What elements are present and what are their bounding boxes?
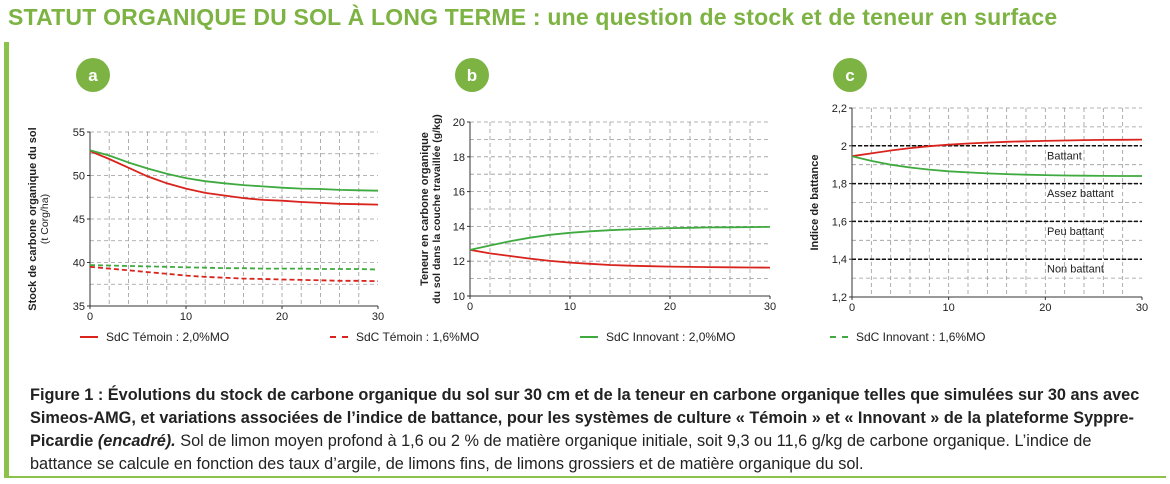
legend-item: SdC Innovant : 1,6%MO (830, 330, 985, 344)
series-line-a-0 (89, 150, 379, 206)
y-tick-label-c: 1,8 (832, 179, 847, 191)
x-tick-label-b: 20 (664, 301, 676, 313)
legend-item: SdC Témoin : 2,0%MO (80, 330, 229, 344)
y-tick-label-c: 1,4 (832, 254, 847, 266)
chart-a: a 35 40 45 50 55 0 10 20 30 Stock de carbone organ… (27, 58, 384, 323)
x-tick-label-b: 10 (564, 301, 576, 313)
caption-normal: Sol de limon moyen profond à 1,6 ou 2 % … (30, 432, 1092, 474)
legend-swatch (330, 336, 348, 338)
frame-bottom-rule (4, 476, 1166, 478)
badge-c-circle (833, 58, 867, 92)
legend-swatch (830, 336, 848, 338)
y-tick-label-c: 1,2 (832, 292, 847, 304)
y-tick-label-b: 12 (453, 256, 465, 268)
series-line-b-1 (469, 226, 771, 251)
series-line-c-1 (851, 155, 1142, 177)
frame-left-bar (4, 42, 9, 478)
legend-label: SdC Témoin : 2,0%MO (106, 330, 230, 344)
series-line-a-3 (89, 264, 379, 271)
x-tick-label-a: 10 (180, 311, 192, 323)
page-title: STATUT ORGANIQUE DU SOL À LONG TERME : u… (8, 4, 1058, 30)
y-tick-label-b: 10 (453, 291, 465, 303)
y-tick-label-c: 2 (841, 141, 847, 153)
zone-label: Non battant (1047, 264, 1104, 276)
badge-a-label: a (88, 66, 98, 85)
x-tick-label-c: 20 (1039, 302, 1051, 314)
x-tick-label-a: 20 (276, 311, 288, 323)
zone-label: Assez battant (1047, 188, 1114, 200)
y-tick-label-a: 40 (73, 258, 85, 270)
y-tick-label-a: 35 (73, 301, 85, 313)
legend-item: SdC Témoin : 1,6%MO (330, 330, 479, 344)
x-tick-label-a: 0 (87, 311, 93, 323)
y-tick-label-a: 45 (73, 214, 85, 226)
x-tick-label-c: 0 (849, 302, 855, 314)
figure-caption: Figure 1 : Évolutions du stock de carbon… (30, 384, 1150, 476)
y-axis-label-a: Stock de carbone organique du sol (27, 127, 39, 310)
legend-swatch (80, 336, 98, 338)
badge-b-circle (455, 58, 489, 92)
y-tick-label-b: 16 (453, 187, 465, 199)
legend-label: SdC Innovant : 1,6%MO (856, 330, 986, 344)
series-line-a-1 (89, 265, 379, 283)
zone-label: Peu battant (1047, 226, 1103, 238)
y-axis-label-a: (t Corg/ha) (39, 194, 51, 244)
zone-label: Battant (1047, 150, 1082, 162)
caption-bold: Figure 1 : Évolutions du stock de carbon… (30, 386, 1140, 451)
chart-c: c 1,2 1,4 1,6 1,8 2 2,2 0 10 20 30 Indice de battan… (809, 58, 1148, 314)
y-tick-label-a: 55 (73, 127, 85, 139)
y-tick-label-c: 2,2 (832, 103, 847, 115)
chart-legend: SdC Témoin : 2,0%MO SdC Témoin : 1,6%MO Sd… (80, 330, 1140, 354)
badge-a-circle (76, 58, 110, 92)
y-axis-label-b: du sol dans la couche travaillée (g/kg) (431, 114, 443, 304)
y-axis-label-c: Indice de battance (809, 155, 821, 251)
y-tick-label-b: 18 (453, 152, 465, 164)
badge-b-label: b (467, 66, 477, 85)
x-tick-label-b: 0 (467, 301, 473, 313)
y-tick-label-b: 14 (453, 221, 465, 233)
y-tick-label-a: 50 (73, 171, 85, 183)
x-tick-label-b: 30 (764, 301, 776, 313)
legend-label: SdC Innovant : 2,0%MO (606, 330, 736, 344)
y-tick-label-b: 20 (453, 117, 465, 129)
legend-swatch (580, 336, 598, 338)
y-axis-label-b: Teneur en carbone organique (419, 132, 431, 286)
caption-italic: (encadré). (97, 432, 176, 451)
badge-c-label: c (845, 66, 854, 85)
legend-label: SdC Témoin : 1,6%MO (356, 330, 480, 344)
x-tick-label-c: 30 (1136, 302, 1148, 314)
legend-item: SdC Innovant : 2,0%MO (580, 330, 735, 344)
series-line-b-0 (469, 249, 771, 269)
x-tick-label-a: 30 (372, 311, 384, 323)
series-line-a-2 (89, 149, 379, 192)
x-tick-label-c: 10 (943, 302, 955, 314)
series-line-c-0 (851, 138, 1143, 158)
y-tick-label-c: 1,6 (832, 216, 847, 228)
